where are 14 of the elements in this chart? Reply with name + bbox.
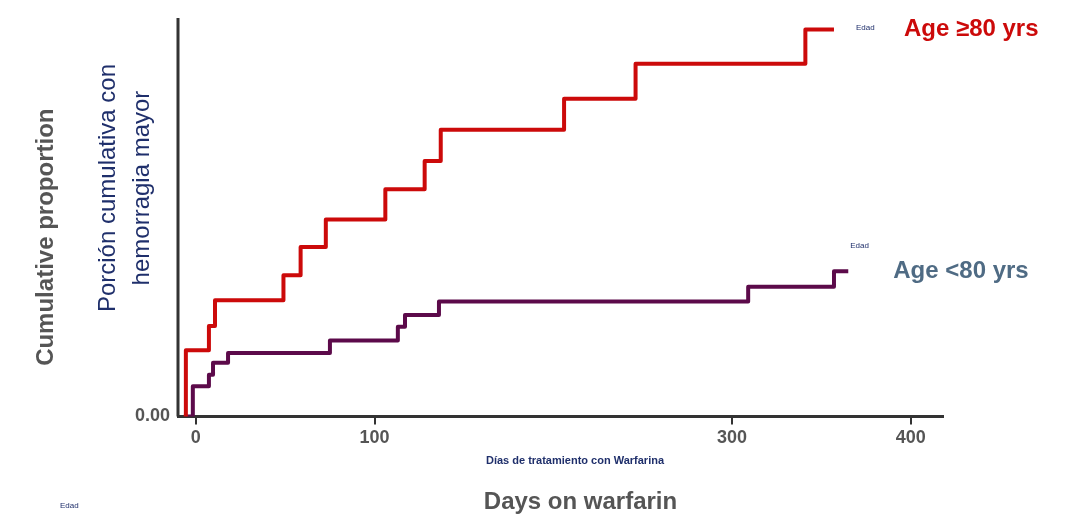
annotation: Edad — [850, 240, 869, 250]
y-axis-title: Porción cumulativa con hemorragia mayor — [92, 63, 154, 313]
text: 0.00 — [134, 405, 170, 426]
x-tick-label: 300 — [717, 427, 748, 448]
x-axis-title: Days on warfarin — [483, 486, 678, 514]
text: Edad — [60, 501, 79, 511]
x-tick-label: 400 — [895, 427, 926, 448]
x-tick-label: 100 — [359, 427, 390, 448]
text: Age ≥80 yrs — [903, 14, 1039, 42]
text: Cumulative proportion — [30, 108, 58, 366]
x-tick-label: 0 — [190, 427, 201, 448]
text: Días de tratamiento con Warfarina — [485, 454, 665, 467]
annotation: Edad — [855, 22, 875, 32]
series-label: Age <80 yrs — [893, 255, 1029, 283]
